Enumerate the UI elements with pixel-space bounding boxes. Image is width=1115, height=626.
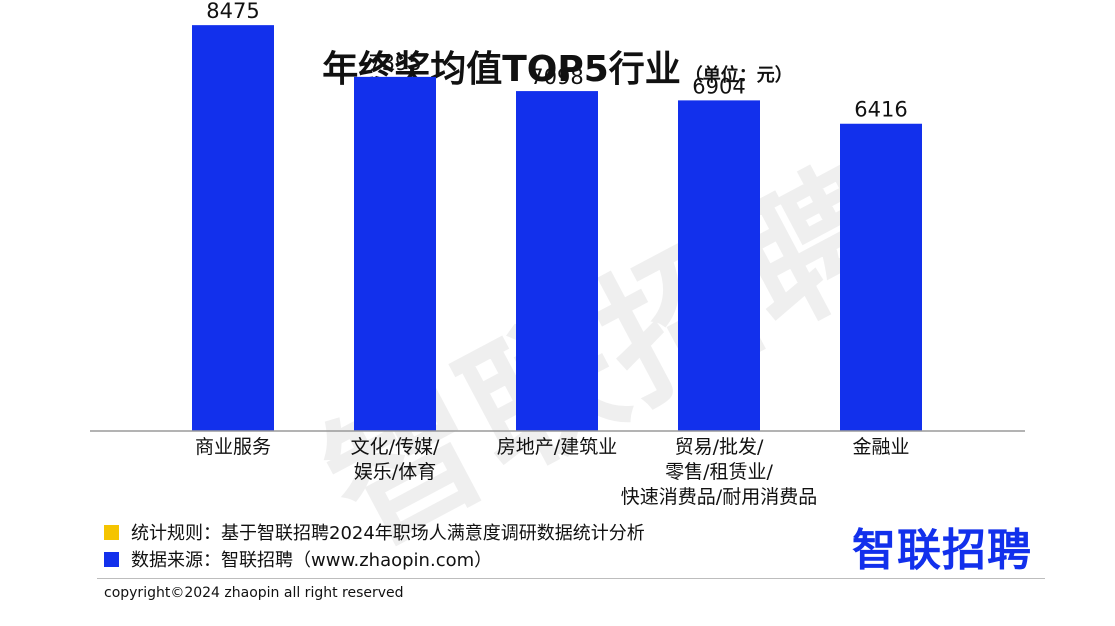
value-labels-group: 8475 7395 7098 6904 6416 xyxy=(206,0,907,122)
note-rule-text: 统计规则：基于智联招聘2024年职场人满意度调研数据统计分析 xyxy=(131,523,645,544)
yellow-square-icon xyxy=(104,524,119,540)
bar-4 xyxy=(840,123,922,432)
bar-0 xyxy=(192,25,274,432)
bars-group xyxy=(192,25,922,432)
category-label-3-1: 零售/租赁业/ xyxy=(665,461,773,483)
category-label-2-0: 房地产/建筑业 xyxy=(497,436,617,458)
brand-logo: 智联招聘 xyxy=(852,525,1032,576)
bar-3 xyxy=(678,100,760,431)
bar-2 xyxy=(516,91,598,432)
value-label-1: 7395 xyxy=(368,51,421,75)
category-labels-group: 商业服务 文化/传媒/娱乐/体育 房地产/建筑业 贸易/批发/零售/租赁业/快速消费品… xyxy=(195,436,910,508)
category-label-4-0: 金融业 xyxy=(852,436,909,458)
value-label-2: 7098 xyxy=(530,65,583,89)
category-label-3-0: 贸易/批发/ xyxy=(675,436,764,458)
value-label-3: 6904 xyxy=(692,74,745,98)
category-label-3-2: 快速消费品/耐用消费品 xyxy=(621,486,817,508)
blue-square-icon xyxy=(104,551,119,567)
value-label-0: 8475 xyxy=(206,0,259,23)
bar-1 xyxy=(354,76,436,431)
category-label-1-1: 娱乐/体育 xyxy=(354,461,436,483)
copyright-text: copyright©2024 zhaopin all right reserve… xyxy=(104,585,404,601)
footer-divider xyxy=(97,578,1045,579)
note-source: 数据来源：智联招聘（www.zhaopin.com） xyxy=(104,546,492,572)
bar-chart: 8475 7395 7098 6904 6416 商业服务 文化/传媒/娱乐/体育 房地产/… xyxy=(90,0,1025,508)
category-label-1-0: 文化/传媒/ xyxy=(351,436,440,458)
category-label-0-0: 商业服务 xyxy=(195,436,271,458)
note-source-text: 数据来源：智联招聘（www.zhaopin.com） xyxy=(131,550,493,571)
value-label-4: 6416 xyxy=(854,98,907,122)
unit-note: （单位：元） xyxy=(684,65,793,86)
note-rule: 统计规则：基于智联招聘2024年职场人满意度调研数据统计分析 xyxy=(104,519,645,545)
